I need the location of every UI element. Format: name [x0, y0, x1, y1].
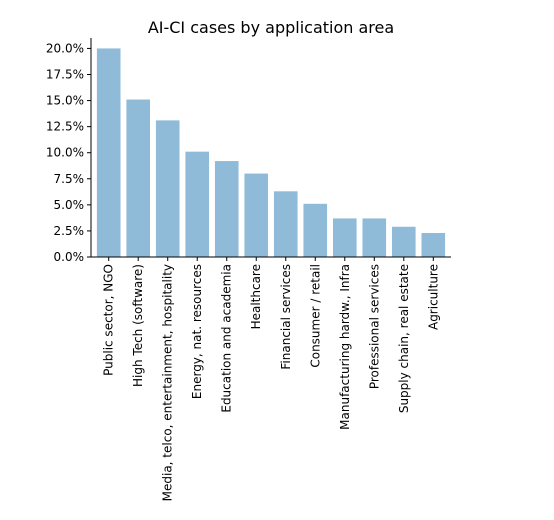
x-tick-label: Education and academia [220, 264, 234, 413]
y-axis: 0.0% 2.5% 5.0% 7.5% 10.0% 12.5% 15.0% 17.5% 20.0… [46, 38, 92, 264]
bar [303, 203, 328, 257]
x-tick-label: Agriculture [426, 264, 440, 330]
y-tick-label: 12.5% [46, 120, 84, 134]
bar [155, 120, 180, 257]
x-tick-label: Public sector, NGO [102, 264, 116, 376]
bar [362, 218, 387, 257]
bar [391, 226, 416, 257]
bar [421, 233, 446, 257]
x-tick-label: Healthcare [249, 264, 263, 329]
y-tick-label: 10.0% [46, 146, 84, 160]
bar [126, 99, 151, 258]
bar [96, 48, 121, 257]
bar [273, 191, 298, 257]
bar [185, 151, 210, 257]
y-tick-label: 5.0% [54, 198, 85, 212]
y-tick-label: 20.0% [46, 41, 84, 55]
x-tick-label: Consumer / retail [308, 264, 322, 368]
x-tick-label: Professional services [367, 264, 381, 389]
y-tick-label: 2.5% [54, 224, 85, 238]
y-tick-label: 7.5% [54, 172, 85, 186]
x-tick-label: Financial services [279, 264, 293, 370]
bar [244, 173, 269, 257]
chart-title: AI-CI cases by application area [148, 18, 394, 37]
x-tick-label: Manufacturing hardw., Infra [338, 264, 352, 430]
x-axis: Public sector, NGO High Tech (software) Me… [91, 256, 451, 501]
bar [332, 218, 357, 257]
bars-group [96, 48, 446, 258]
y-tick-label: 17.5% [46, 68, 84, 82]
x-tick-label: Supply chain, real estate [397, 264, 411, 413]
x-tick-label: Media, telco, entertainment, hospitality [161, 264, 175, 501]
x-tick-label: Energy, nat. resources [190, 264, 204, 399]
y-tick-label: 0.0% [54, 250, 85, 264]
x-tick-label: High Tech (software) [131, 264, 145, 387]
y-tick-label: 15.0% [46, 94, 84, 108]
bar [214, 161, 239, 257]
